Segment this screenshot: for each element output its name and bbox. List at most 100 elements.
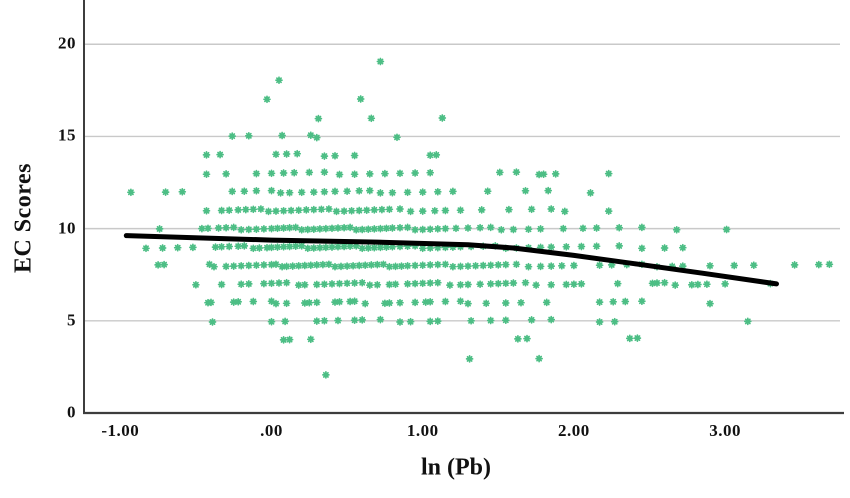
scatter-point-center: [342, 245, 346, 248]
scatter-point-center: [673, 283, 677, 287]
scatter-point-center: [270, 263, 273, 266]
scatter-point-center: [360, 281, 364, 285]
scatter-point-center: [708, 302, 712, 305]
scatter-point-center: [527, 227, 530, 231]
scatter-point-center: [285, 302, 288, 305]
scatter-point-center: [610, 263, 613, 267]
scatter-point-center: [312, 227, 316, 231]
scatter-point-center: [379, 246, 382, 249]
scatter-point-center: [708, 264, 712, 268]
scatter-point-center: [227, 245, 231, 248]
scatter-point-center: [294, 226, 298, 229]
scatter-point-center: [545, 301, 548, 304]
scatter-point-center: [376, 263, 379, 266]
scatter-point-center: [357, 264, 361, 267]
scatter-point-center: [282, 209, 285, 213]
scatter-point-center: [572, 264, 576, 267]
scatter-point-center: [530, 208, 533, 211]
scatter-point-center: [515, 170, 518, 174]
scatter-point-center: [224, 226, 228, 229]
scatter-point-center: [549, 264, 553, 268]
scatter-point-center: [565, 245, 568, 249]
scatter-point-center: [563, 210, 567, 213]
scatter-point-center: [394, 282, 397, 286]
scatter-point-center: [436, 246, 440, 249]
scatter-point-center: [368, 189, 372, 192]
scatter-point-center: [444, 246, 447, 249]
scatter-point-center: [220, 245, 223, 249]
scatter-point-center: [345, 189, 349, 193]
scatter-point-center: [391, 226, 394, 230]
scatter-point-center: [409, 210, 412, 213]
scatter-point-center: [537, 173, 541, 176]
scatter-point-center: [327, 207, 331, 211]
scatter-point-center: [398, 245, 402, 248]
scatter-point-center: [598, 300, 601, 304]
scatter-point-center: [335, 210, 338, 213]
scatter-point-center: [348, 226, 352, 229]
scatter-point-center: [194, 283, 198, 287]
scatter-point-center: [297, 264, 301, 268]
scatter-point-center: [305, 208, 308, 212]
y-axis-title: EC Scores: [10, 162, 37, 274]
scatter-point-center: [333, 265, 337, 269]
scatter-point-center: [162, 263, 166, 266]
scatter-point-center: [230, 134, 234, 138]
scatter-point-center: [353, 281, 356, 285]
scatter-point-center: [297, 283, 301, 287]
scatter-point-center: [580, 245, 583, 248]
scatter-point-center: [413, 301, 417, 304]
scatter-point-center: [388, 208, 391, 211]
scatter-point-center: [436, 227, 440, 231]
scatter-point-center: [613, 320, 616, 324]
scatter-point-center: [617, 244, 621, 248]
scatter-point-center: [451, 190, 455, 193]
scatter-point-center: [315, 283, 319, 286]
scatter-point-center: [607, 172, 610, 175]
scatter-point-center: [308, 171, 311, 174]
scatter-point-center: [164, 190, 167, 194]
scatter-point-center: [497, 263, 500, 267]
scatter-point-center: [398, 172, 402, 175]
x-axis-title: ln (Pb): [420, 454, 492, 481]
scatter-point-center: [360, 247, 364, 250]
y-tick-label: 5: [67, 310, 76, 330]
scatter-point-center: [348, 244, 352, 248]
scatter-point-center: [276, 227, 279, 230]
scatter-point-center: [230, 190, 234, 193]
scatter-point-center: [330, 245, 334, 249]
scatter-point-center: [640, 299, 644, 303]
scatter-point-center: [232, 264, 235, 268]
scatter-point-center: [306, 247, 310, 250]
scatter-point-center: [598, 263, 601, 267]
scatter-point-center: [318, 246, 322, 249]
scatter-point-center: [277, 281, 281, 285]
scatter-point-center: [549, 245, 553, 249]
scatter-point-center: [391, 245, 394, 249]
scatter-point-center: [206, 227, 210, 230]
scatter-point-center: [696, 283, 700, 286]
scatter-point-center: [270, 189, 273, 192]
scatter-point-center: [444, 209, 447, 212]
scatter-point-center: [395, 136, 399, 139]
scatter-point-center: [259, 207, 263, 211]
scatter-point-center: [640, 247, 644, 250]
scatter-point-center: [595, 226, 598, 230]
scatter-point-center: [212, 265, 216, 269]
scatter-point-center: [288, 191, 291, 194]
scatter-point-center: [330, 282, 334, 286]
scatter-point-center: [323, 170, 326, 174]
scatter-point-center: [351, 264, 355, 268]
scatter-point-center: [474, 264, 477, 268]
scatter-point-center: [444, 227, 447, 230]
scatter-point-center: [394, 265, 397, 268]
scatter-point-center: [459, 265, 462, 268]
scatter-point-center: [616, 282, 619, 285]
scatter-point-center: [348, 300, 352, 303]
scatter-point-center: [413, 171, 417, 175]
scatter-point-center: [214, 245, 217, 249]
scatter-point-center: [282, 226, 285, 230]
scatter-point-center: [255, 227, 258, 231]
scatter-point-center: [524, 189, 527, 193]
scatter-point-center: [436, 319, 440, 323]
